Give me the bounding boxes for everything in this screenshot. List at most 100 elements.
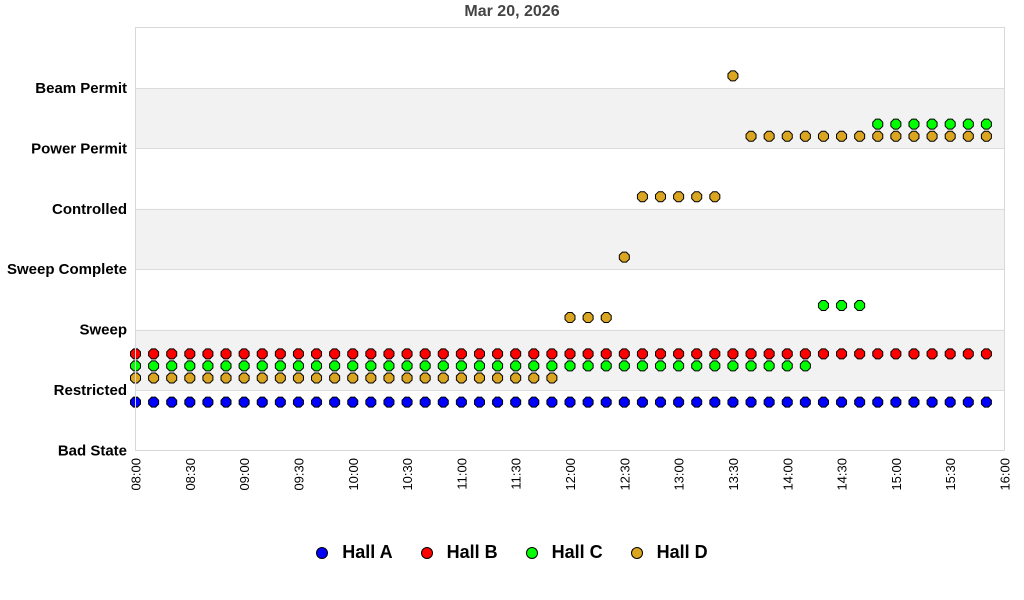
data-point	[926, 396, 938, 408]
data-point	[365, 396, 377, 408]
y-axis-label: Restricted	[54, 382, 127, 399]
data-point	[600, 360, 612, 372]
data-point	[256, 372, 268, 384]
data-point	[673, 360, 685, 372]
data-point	[455, 348, 467, 360]
data-point	[220, 396, 232, 408]
data-point	[401, 360, 413, 372]
data-point	[220, 360, 232, 372]
data-point	[727, 360, 739, 372]
data-point	[926, 118, 938, 130]
data-point	[238, 360, 250, 372]
data-point	[184, 396, 196, 408]
data-point	[745, 130, 757, 142]
data-point	[817, 130, 829, 142]
data-point	[528, 372, 540, 384]
data-point	[890, 118, 902, 130]
data-point	[600, 396, 612, 408]
data-point	[872, 396, 884, 408]
data-point	[473, 348, 485, 360]
data-point	[202, 348, 214, 360]
data-point	[256, 360, 268, 372]
data-point	[347, 360, 359, 372]
data-point	[908, 130, 920, 142]
data-point	[419, 360, 431, 372]
data-point	[817, 348, 829, 360]
data-point	[166, 348, 178, 360]
data-point	[401, 348, 413, 360]
data-point	[673, 348, 685, 360]
legend-item-hall-c[interactable]: Hall C	[525, 542, 603, 563]
data-point	[817, 299, 829, 311]
x-axis-label: 09:30	[291, 458, 306, 491]
data-point	[636, 191, 648, 203]
data-point	[383, 372, 395, 384]
data-point	[292, 372, 304, 384]
data-point	[292, 396, 304, 408]
data-point	[673, 191, 685, 203]
data-point	[618, 348, 630, 360]
data-point	[564, 360, 576, 372]
y-axis-label: Bad State	[58, 443, 127, 460]
data-point	[401, 372, 413, 384]
x-axis-label: 13:00	[672, 458, 687, 491]
x-axis-label: 11:30	[509, 458, 524, 490]
y-axis-label: Sweep	[79, 322, 127, 339]
data-point	[600, 348, 612, 360]
data-point	[148, 348, 160, 360]
data-point	[854, 299, 866, 311]
data-point	[492, 396, 504, 408]
data-point	[872, 130, 884, 142]
data-point	[528, 348, 540, 360]
data-point	[980, 396, 992, 408]
data-point	[962, 130, 974, 142]
data-points	[130, 70, 992, 408]
data-point	[238, 372, 250, 384]
data-point	[256, 348, 268, 360]
x-axis-label: 14:00	[780, 458, 795, 491]
data-point	[926, 130, 938, 142]
legend-item-hall-b[interactable]: Hall B	[420, 542, 498, 563]
legend-label: Hall A	[342, 542, 393, 562]
data-point	[817, 396, 829, 408]
x-axis-label: 10:30	[400, 458, 415, 491]
data-point	[763, 396, 775, 408]
data-point	[274, 360, 286, 372]
data-point	[980, 130, 992, 142]
data-point	[781, 396, 793, 408]
data-point	[202, 360, 214, 372]
data-point	[836, 299, 848, 311]
legend-item-hall-a[interactable]: Hall A	[316, 542, 393, 563]
y-axis-label: Sweep Complete	[7, 261, 127, 278]
data-point	[256, 396, 268, 408]
data-point	[292, 360, 304, 372]
data-point	[709, 396, 721, 408]
data-point	[636, 348, 648, 360]
data-point	[763, 360, 775, 372]
data-point	[148, 396, 160, 408]
x-axis-label: 14:30	[835, 458, 850, 491]
legend: Hall A Hall B Hall C Hall D	[0, 542, 1024, 563]
y-axis-labels: Bad State Restricted Sweep Sweep Complete Co…	[7, 80, 127, 460]
legend-item-hall-d[interactable]: Hall D	[630, 542, 708, 563]
data-point	[329, 348, 341, 360]
x-axis-label: 09:00	[237, 458, 252, 491]
data-point	[691, 360, 703, 372]
y-axis-label: Beam Permit	[35, 80, 127, 97]
data-point	[582, 360, 594, 372]
data-point	[745, 348, 757, 360]
data-point	[274, 372, 286, 384]
data-point	[292, 348, 304, 360]
data-point	[854, 348, 866, 360]
data-point	[908, 118, 920, 130]
data-point	[238, 396, 250, 408]
data-point	[908, 348, 920, 360]
x-axis-label: 11:00	[454, 458, 469, 490]
data-point	[582, 348, 594, 360]
data-point	[528, 396, 540, 408]
data-point	[220, 348, 232, 360]
data-point	[781, 360, 793, 372]
data-point	[329, 372, 341, 384]
data-point	[618, 360, 630, 372]
legend-label: Hall B	[446, 542, 498, 562]
